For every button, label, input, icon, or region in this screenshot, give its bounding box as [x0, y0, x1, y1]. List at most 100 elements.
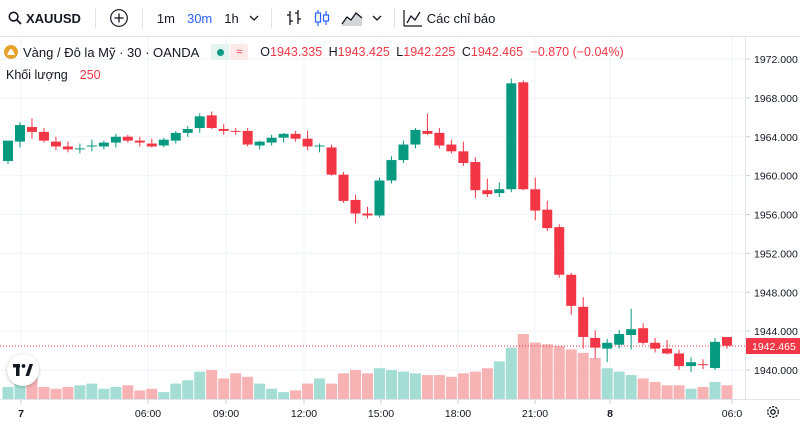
- volume-bar: [613, 371, 625, 399]
- candle-down: [134, 140, 145, 143]
- volume-bar: [445, 376, 457, 399]
- volume-legend: Khối lượng 250: [6, 68, 101, 82]
- volume-bar: [493, 361, 505, 399]
- main-chart-pane[interactable]: [0, 37, 745, 399]
- change-value: −0.870 (−0.04%): [530, 45, 624, 59]
- candle-down: [26, 127, 37, 132]
- bar-style-button[interactable]: [280, 0, 308, 37]
- volume-bar: [505, 347, 517, 399]
- price-tick-label: 1960.000: [754, 171, 798, 183]
- volume-bar: [517, 334, 529, 399]
- volume-bar: [110, 387, 122, 399]
- volume-bar: [182, 380, 194, 399]
- volume-bar: [314, 378, 326, 399]
- candle-up: [398, 144, 409, 161]
- candle-style-icon: [314, 10, 329, 26]
- volume-bar: [254, 383, 266, 399]
- interval-1h[interactable]: 1h: [224, 10, 239, 26]
- high-label: H: [328, 45, 338, 59]
- indicators-button[interactable]: Các chỉ báo: [403, 0, 495, 37]
- interval-30m[interactable]: 30m: [186, 10, 213, 26]
- candle-down: [578, 306, 589, 337]
- volume-bar: [266, 388, 278, 399]
- market-open-dot-icon: [216, 48, 224, 56]
- wave-icon: ≈: [236, 46, 243, 58]
- volume-bar: [206, 369, 218, 399]
- volume-bar: [697, 387, 709, 399]
- candle-up: [410, 129, 421, 145]
- candle-up: [86, 145, 97, 147]
- toolbar-divider: [94, 8, 96, 28]
- candle-style-button[interactable]: [308, 0, 336, 37]
- candle-up: [266, 137, 277, 143]
- volume-bar: [673, 385, 685, 399]
- candle-down: [362, 213, 373, 216]
- last-price-label: 1942.465: [752, 341, 796, 353]
- chart-settings-button[interactable]: [765, 404, 781, 425]
- volume-bar: [577, 352, 589, 399]
- candle-down: [50, 141, 61, 147]
- ohlc-values: O1943.335 H1943.425 L1942.225 C1942.465 …: [260, 45, 623, 59]
- chart-style-dropdown[interactable]: [368, 0, 386, 37]
- candle-down: [230, 130, 241, 132]
- area-style-icon: [341, 12, 363, 26]
- candle-down: [446, 144, 457, 152]
- candle-down: [326, 147, 337, 175]
- time-axis[interactable]: 7 06:00 09:00 12:00 15:00 18:00 21:00 8 06:0: [0, 399, 800, 427]
- price-tick-label: 1940.000: [754, 365, 798, 377]
- volume-bar: [38, 387, 50, 399]
- volume-bar: [62, 387, 74, 399]
- volume-bar: [170, 383, 182, 399]
- search-icon: [8, 11, 22, 25]
- volume-bar: [529, 342, 541, 399]
- time-tick-label: 21:00: [522, 408, 548, 420]
- candle-down: [290, 133, 301, 139]
- area-style-button[interactable]: [336, 0, 368, 37]
- time-tick-label: 06:00: [135, 408, 161, 420]
- symbol-search[interactable]: XAUUSD: [8, 0, 81, 37]
- interval-1m[interactable]: 1m: [156, 10, 175, 26]
- candle-up: [170, 132, 181, 141]
- volume-bar: [194, 371, 206, 399]
- delayed-data-badge[interactable]: ≈: [230, 44, 249, 60]
- candle-down: [242, 130, 253, 145]
- candle-down: [518, 82, 529, 190]
- time-tick-label: 09:00: [213, 408, 239, 420]
- volume-bar: [122, 385, 134, 399]
- candle-up: [278, 133, 289, 138]
- top-toolbar: XAUUSD 1m 30m 1h Các chỉ báo: [0, 0, 800, 37]
- candle-up: [626, 329, 637, 336]
- volume-bar: [278, 392, 290, 399]
- volume-bar: [589, 357, 601, 399]
- price-tick-label: 1952.000: [754, 248, 798, 260]
- candle-up: [374, 180, 385, 216]
- volume-bar: [326, 383, 338, 399]
- low-value: 1942.225: [403, 45, 456, 59]
- tradingview-logo[interactable]: [7, 354, 39, 386]
- candle-down: [218, 128, 229, 131]
- volume-bar: [709, 381, 721, 399]
- volume-bar: [338, 373, 350, 399]
- volume-bar: [290, 390, 302, 399]
- volume-label[interactable]: Khối lượng: [6, 68, 68, 82]
- chevron-down-icon: [249, 15, 259, 21]
- volume-bar: [14, 380, 26, 399]
- candle-up: [110, 136, 121, 143]
- compare-symbol-button[interactable]: [104, 0, 134, 37]
- time-axis-scale: 7 06:00 09:00 12:00 15:00 18:00 21:00 8 06:0: [18, 400, 742, 420]
- toolbar-divider: [270, 8, 272, 28]
- candle-up: [314, 145, 325, 147]
- candlestick-chart[interactable]: [0, 37, 745, 399]
- candle-down: [338, 174, 349, 201]
- candle-up: [14, 125, 25, 142]
- market-open-badge[interactable]: [211, 44, 230, 60]
- interval-dropdown[interactable]: [245, 0, 263, 37]
- volume-bar: [409, 373, 421, 399]
- candle-down: [530, 189, 541, 211]
- time-tick-label: 7: [18, 408, 24, 420]
- gear-icon: [767, 406, 779, 418]
- volume-bar: [553, 345, 565, 399]
- price-axis[interactable]: 1972.000 1968.000 1964.000 1960.000 1956.000…: [745, 37, 800, 399]
- series-title[interactable]: Vàng / Đô la Mỹ · 30 · OANDA: [23, 44, 200, 60]
- high-value: 1943.425: [337, 45, 390, 59]
